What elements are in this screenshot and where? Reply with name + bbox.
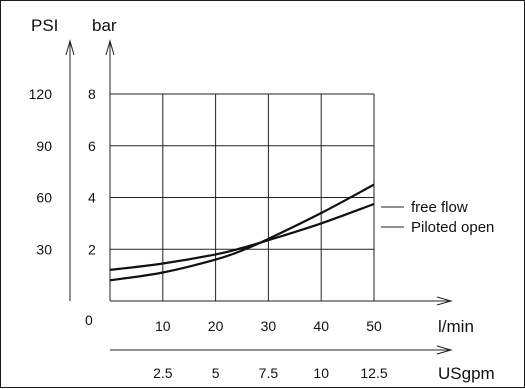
series-line-0 xyxy=(109,183,375,282)
y-tick-label: 2 xyxy=(88,241,96,257)
x-secondary-tick-label: 12.5 xyxy=(360,365,387,381)
y-axis-title: bar xyxy=(92,16,117,35)
y-secondary-axis-title: PSI xyxy=(31,16,58,35)
x-secondary-tick-label: 10 xyxy=(313,365,329,381)
x-axis-lmin-arrow xyxy=(436,296,453,306)
grid xyxy=(110,93,375,301)
series-line-1 xyxy=(109,202,375,271)
x-tick-label: 20 xyxy=(208,318,224,334)
y-secondary-tick-labels: 30 60 90 120 xyxy=(29,86,53,257)
x-tick-label: 10 xyxy=(155,318,171,334)
x-secondary-tick-label: 5 xyxy=(212,365,220,381)
x-secondary-tick-label: 2.5 xyxy=(153,365,173,381)
x-tick-labels: 10 20 30 40 50 xyxy=(155,318,382,334)
y-secondary-tick-label: 60 xyxy=(36,190,52,206)
x-tick-label: 30 xyxy=(261,318,277,334)
y-tick-label: 8 xyxy=(88,86,96,102)
y-secondary-tick-label: 120 xyxy=(29,86,53,102)
x-secondary-tick-label: 7.5 xyxy=(259,365,279,381)
y-tick-label: 4 xyxy=(88,190,96,206)
x-secondary-axis-title: USgpm xyxy=(438,364,495,383)
x-tick-label: 40 xyxy=(313,318,329,334)
series-curves xyxy=(109,183,375,282)
x-secondary-tick-labels: 2.5 5 7.5 10 12.5 xyxy=(153,365,388,381)
y-secondary-tick-label: 90 xyxy=(36,138,52,154)
y-tick-labels: 2 4 6 8 xyxy=(88,86,96,257)
origin-label: 0 xyxy=(85,312,93,328)
legend-label-1: Piloted open xyxy=(411,219,494,236)
y-axis-bar-arrow xyxy=(105,39,115,56)
y-secondary-tick-label: 30 xyxy=(36,241,52,257)
legend: free flow Piloted open xyxy=(381,199,494,236)
legend-label-0: free flow xyxy=(411,199,468,216)
y-tick-label: 6 xyxy=(88,138,96,154)
x-axis-title: l/min xyxy=(438,317,474,336)
y-axis-psi-arrow xyxy=(65,39,75,56)
x-tick-label: 50 xyxy=(366,318,382,334)
x-axis-usgpm-arrow xyxy=(436,345,453,355)
